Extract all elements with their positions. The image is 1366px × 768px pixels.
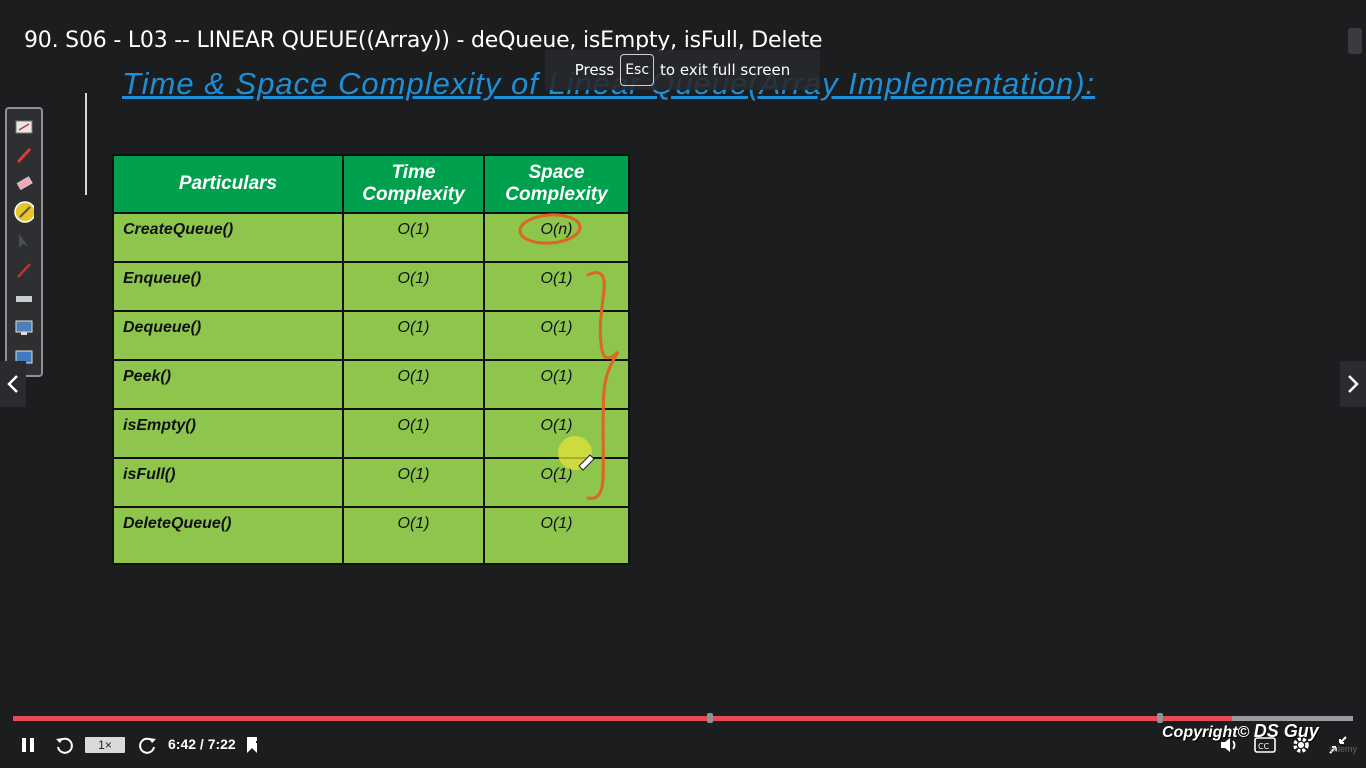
previous-lecture-button[interactable]	[0, 361, 26, 407]
space-cell: O(1)	[483, 359, 630, 410]
header-space-complexity: Space Complexity	[483, 154, 630, 214]
eraser-icon[interactable]	[14, 173, 34, 193]
forward-icon	[139, 737, 156, 754]
space-cell: O(1)	[483, 408, 630, 459]
udemy-watermark: udemy	[1330, 744, 1358, 754]
player-controls: 1× 6:42 / 7:22 CC	[0, 728, 1366, 762]
annotation-toolbox	[5, 107, 43, 377]
volume-icon	[1221, 738, 1236, 752]
header-particulars: Particulars	[112, 154, 344, 214]
particular-cell: Peek()	[112, 359, 344, 410]
chapter-marker[interactable]	[1157, 713, 1164, 723]
video-title: 90. S06 - L03 -- LINEAR QUEUE((Array)) -…	[24, 28, 823, 53]
table-row: Dequeue() O(1) O(1)	[112, 310, 630, 361]
pen-icon[interactable]	[14, 145, 34, 165]
time-cell: O(1)	[342, 261, 485, 312]
toast-suffix-text: to exit full screen	[660, 61, 791, 79]
brush-icon[interactable]	[14, 260, 34, 280]
settings-button[interactable]	[1288, 728, 1314, 762]
particular-cell: isEmpty()	[112, 408, 344, 459]
progress-bar[interactable]	[13, 713, 1353, 723]
space-cell: O(n)	[483, 212, 630, 263]
copyright-watermark: Copyright© DS Guy	[1162, 721, 1319, 742]
bookmark-add-icon	[247, 737, 261, 753]
chevron-right-icon	[1348, 375, 1359, 393]
esc-key-badge: Esc	[620, 54, 655, 86]
highlighter-icon[interactable]	[14, 201, 34, 223]
exit-fullscreen-button[interactable]	[1326, 728, 1350, 762]
add-bookmark-button[interactable]	[240, 728, 264, 762]
pause-icon	[22, 738, 34, 752]
next-lecture-button[interactable]	[1340, 361, 1366, 407]
copyright-brand: DS Guy	[1253, 721, 1319, 741]
chevron-left-icon	[7, 375, 18, 393]
corner-icon[interactable]	[1348, 28, 1362, 54]
pointer-icon[interactable]	[14, 231, 34, 251]
particular-cell: CreateQueue()	[112, 212, 344, 263]
svg-text:CC: CC	[1258, 742, 1270, 751]
screen-icon[interactable]	[14, 318, 34, 338]
header-time-line2: Complexity	[362, 184, 465, 205]
space-cell: O(1)	[483, 310, 630, 361]
table-row: CreateQueue() O(1) O(n)	[112, 212, 630, 263]
space-cell: O(1)	[483, 506, 630, 565]
volume-button[interactable]	[1216, 728, 1242, 762]
copyright-prefix: Copyright©	[1162, 724, 1250, 741]
ruler-icon[interactable]	[14, 289, 34, 309]
table-header-row: Particulars Time Complexity Space Comple…	[112, 154, 630, 214]
time-cell: O(1)	[342, 310, 485, 361]
rewind-icon	[56, 737, 73, 754]
rewind-button[interactable]	[51, 728, 77, 762]
exit-fullscreen-icon	[1329, 736, 1347, 754]
time-cell: O(1)	[342, 506, 485, 565]
gear-icon	[1293, 737, 1309, 753]
playback-speed-button[interactable]: 1×	[85, 737, 125, 753]
table-row: isEmpty() O(1) O(1)	[112, 408, 630, 459]
time-cell: O(1)	[342, 212, 485, 263]
whiteboard-icon[interactable]	[14, 117, 34, 137]
table-row: DeleteQueue() O(1) O(1)	[112, 506, 630, 565]
header-space-line2: Complexity	[505, 184, 608, 205]
forward-button[interactable]	[135, 728, 161, 762]
header-time-line1: Time	[391, 162, 436, 183]
table-row: Peek() O(1) O(1)	[112, 359, 630, 410]
pause-button[interactable]	[16, 728, 40, 762]
slide-divider	[85, 93, 87, 195]
time-cell: O(1)	[342, 457, 485, 508]
header-time-complexity: Time Complexity	[342, 154, 485, 214]
progress-fill	[13, 716, 1233, 721]
table-row: isFull() O(1) O(1)	[112, 457, 630, 508]
time-cell: O(1)	[342, 408, 485, 459]
particular-cell: Enqueue()	[112, 261, 344, 312]
particular-cell: isFull()	[112, 457, 344, 508]
time-display: 6:42 / 7:22	[168, 736, 236, 752]
captions-button[interactable]: CC	[1252, 728, 1278, 762]
time-cell: O(1)	[342, 359, 485, 410]
space-cell: O(1)	[483, 457, 630, 508]
chapter-marker[interactable]	[706, 713, 713, 723]
header-space-line1: Space	[528, 162, 585, 183]
table-row: Enqueue() O(1) O(1)	[112, 261, 630, 312]
particular-cell: Dequeue()	[112, 310, 344, 361]
space-cell: O(1)	[483, 261, 630, 312]
particular-cell: DeleteQueue()	[112, 506, 344, 565]
complexity-table: Particulars Time Complexity Space Comple…	[112, 154, 630, 565]
closed-captions-icon: CC	[1254, 737, 1276, 753]
toast-press-text: Press	[574, 61, 615, 79]
fullscreen-toast: Press Esc to exit full screen	[545, 50, 820, 90]
